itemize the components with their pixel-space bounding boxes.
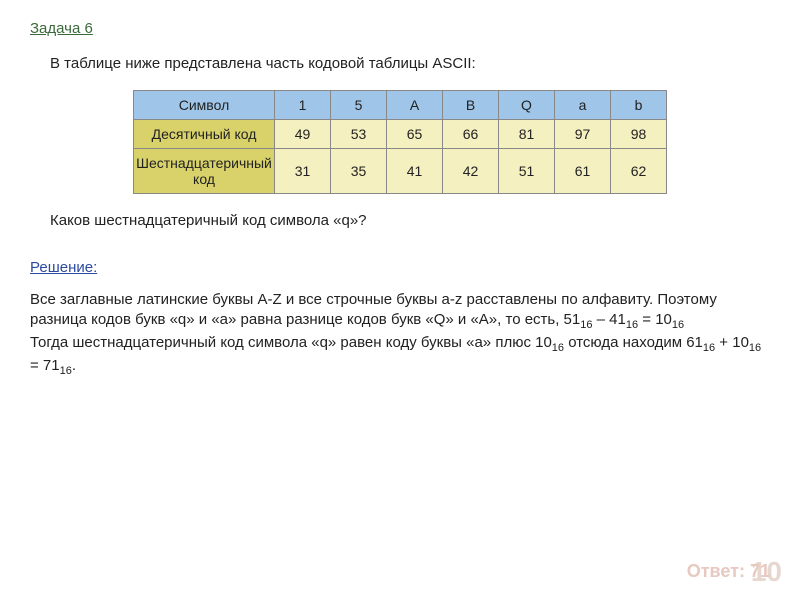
row1-label: Десятичный код	[134, 120, 275, 149]
row2-label: Шестнадцатеричный код	[134, 149, 275, 194]
header-label: Символ	[134, 91, 275, 120]
dec-cell: 65	[387, 120, 443, 149]
sol-text: отсюда находим 61	[564, 334, 703, 351]
table-row: Десятичный код 49 53 65 66 81 97 98	[134, 120, 667, 149]
hex-cell: 61	[555, 149, 611, 194]
dec-cell: 97	[555, 120, 611, 149]
hex-cell: 35	[331, 149, 387, 194]
answer-label: Ответ:	[687, 561, 750, 581]
symbol-cell: a	[555, 91, 611, 120]
sol-text: – 41	[593, 311, 626, 328]
dec-cell: 49	[275, 120, 331, 149]
dec-cell: 81	[499, 120, 555, 149]
sol-text: .	[72, 357, 76, 374]
symbol-cell: B	[443, 91, 499, 120]
hex-cell: 31	[275, 149, 331, 194]
subscript: 16	[580, 319, 592, 331]
symbol-cell: Q	[499, 91, 555, 120]
hex-cell: 42	[443, 149, 499, 194]
table-row: Шестнадцатеричный код 31 35 41 42 51 61 …	[134, 149, 667, 194]
solution-body: Все заглавные латинские буквы A-Z и все …	[30, 290, 770, 379]
sol-text: + 10	[715, 334, 749, 351]
table-row: Символ 1 5 A B Q a b	[134, 91, 667, 120]
subscript: 16	[672, 319, 684, 331]
subscript: 16	[60, 365, 72, 377]
sol-text: = 71	[30, 357, 60, 374]
symbol-cell: A	[387, 91, 443, 120]
subscript: 16	[552, 342, 564, 354]
dec-cell: 98	[611, 120, 667, 149]
hex-cell: 41	[387, 149, 443, 194]
dec-cell: 66	[443, 120, 499, 149]
hex-cell: 51	[499, 149, 555, 194]
sol-text: = 10	[638, 311, 672, 328]
subscript: 16	[626, 319, 638, 331]
answer: Ответ: 71	[687, 561, 770, 582]
symbol-cell: 5	[331, 91, 387, 120]
task-title: Задача 6	[30, 20, 770, 37]
answer-value: 71	[750, 561, 770, 581]
question-text: Каков шестнадцатеричный код символа «q»?	[50, 212, 770, 229]
dec-cell: 53	[331, 120, 387, 149]
ascii-table: Символ 1 5 A B Q a b Десятичный код 49 5…	[133, 90, 667, 194]
solution-title: Решение:	[30, 259, 770, 276]
intro-text: В таблице ниже представлена часть кодово…	[50, 55, 770, 72]
symbol-cell: b	[611, 91, 667, 120]
subscript: 16	[703, 342, 715, 354]
symbol-cell: 1	[275, 91, 331, 120]
hex-cell: 62	[611, 149, 667, 194]
subscript: 16	[749, 342, 761, 354]
sol-text: Тогда шестнадцатеричный код символа «q» …	[30, 334, 552, 351]
